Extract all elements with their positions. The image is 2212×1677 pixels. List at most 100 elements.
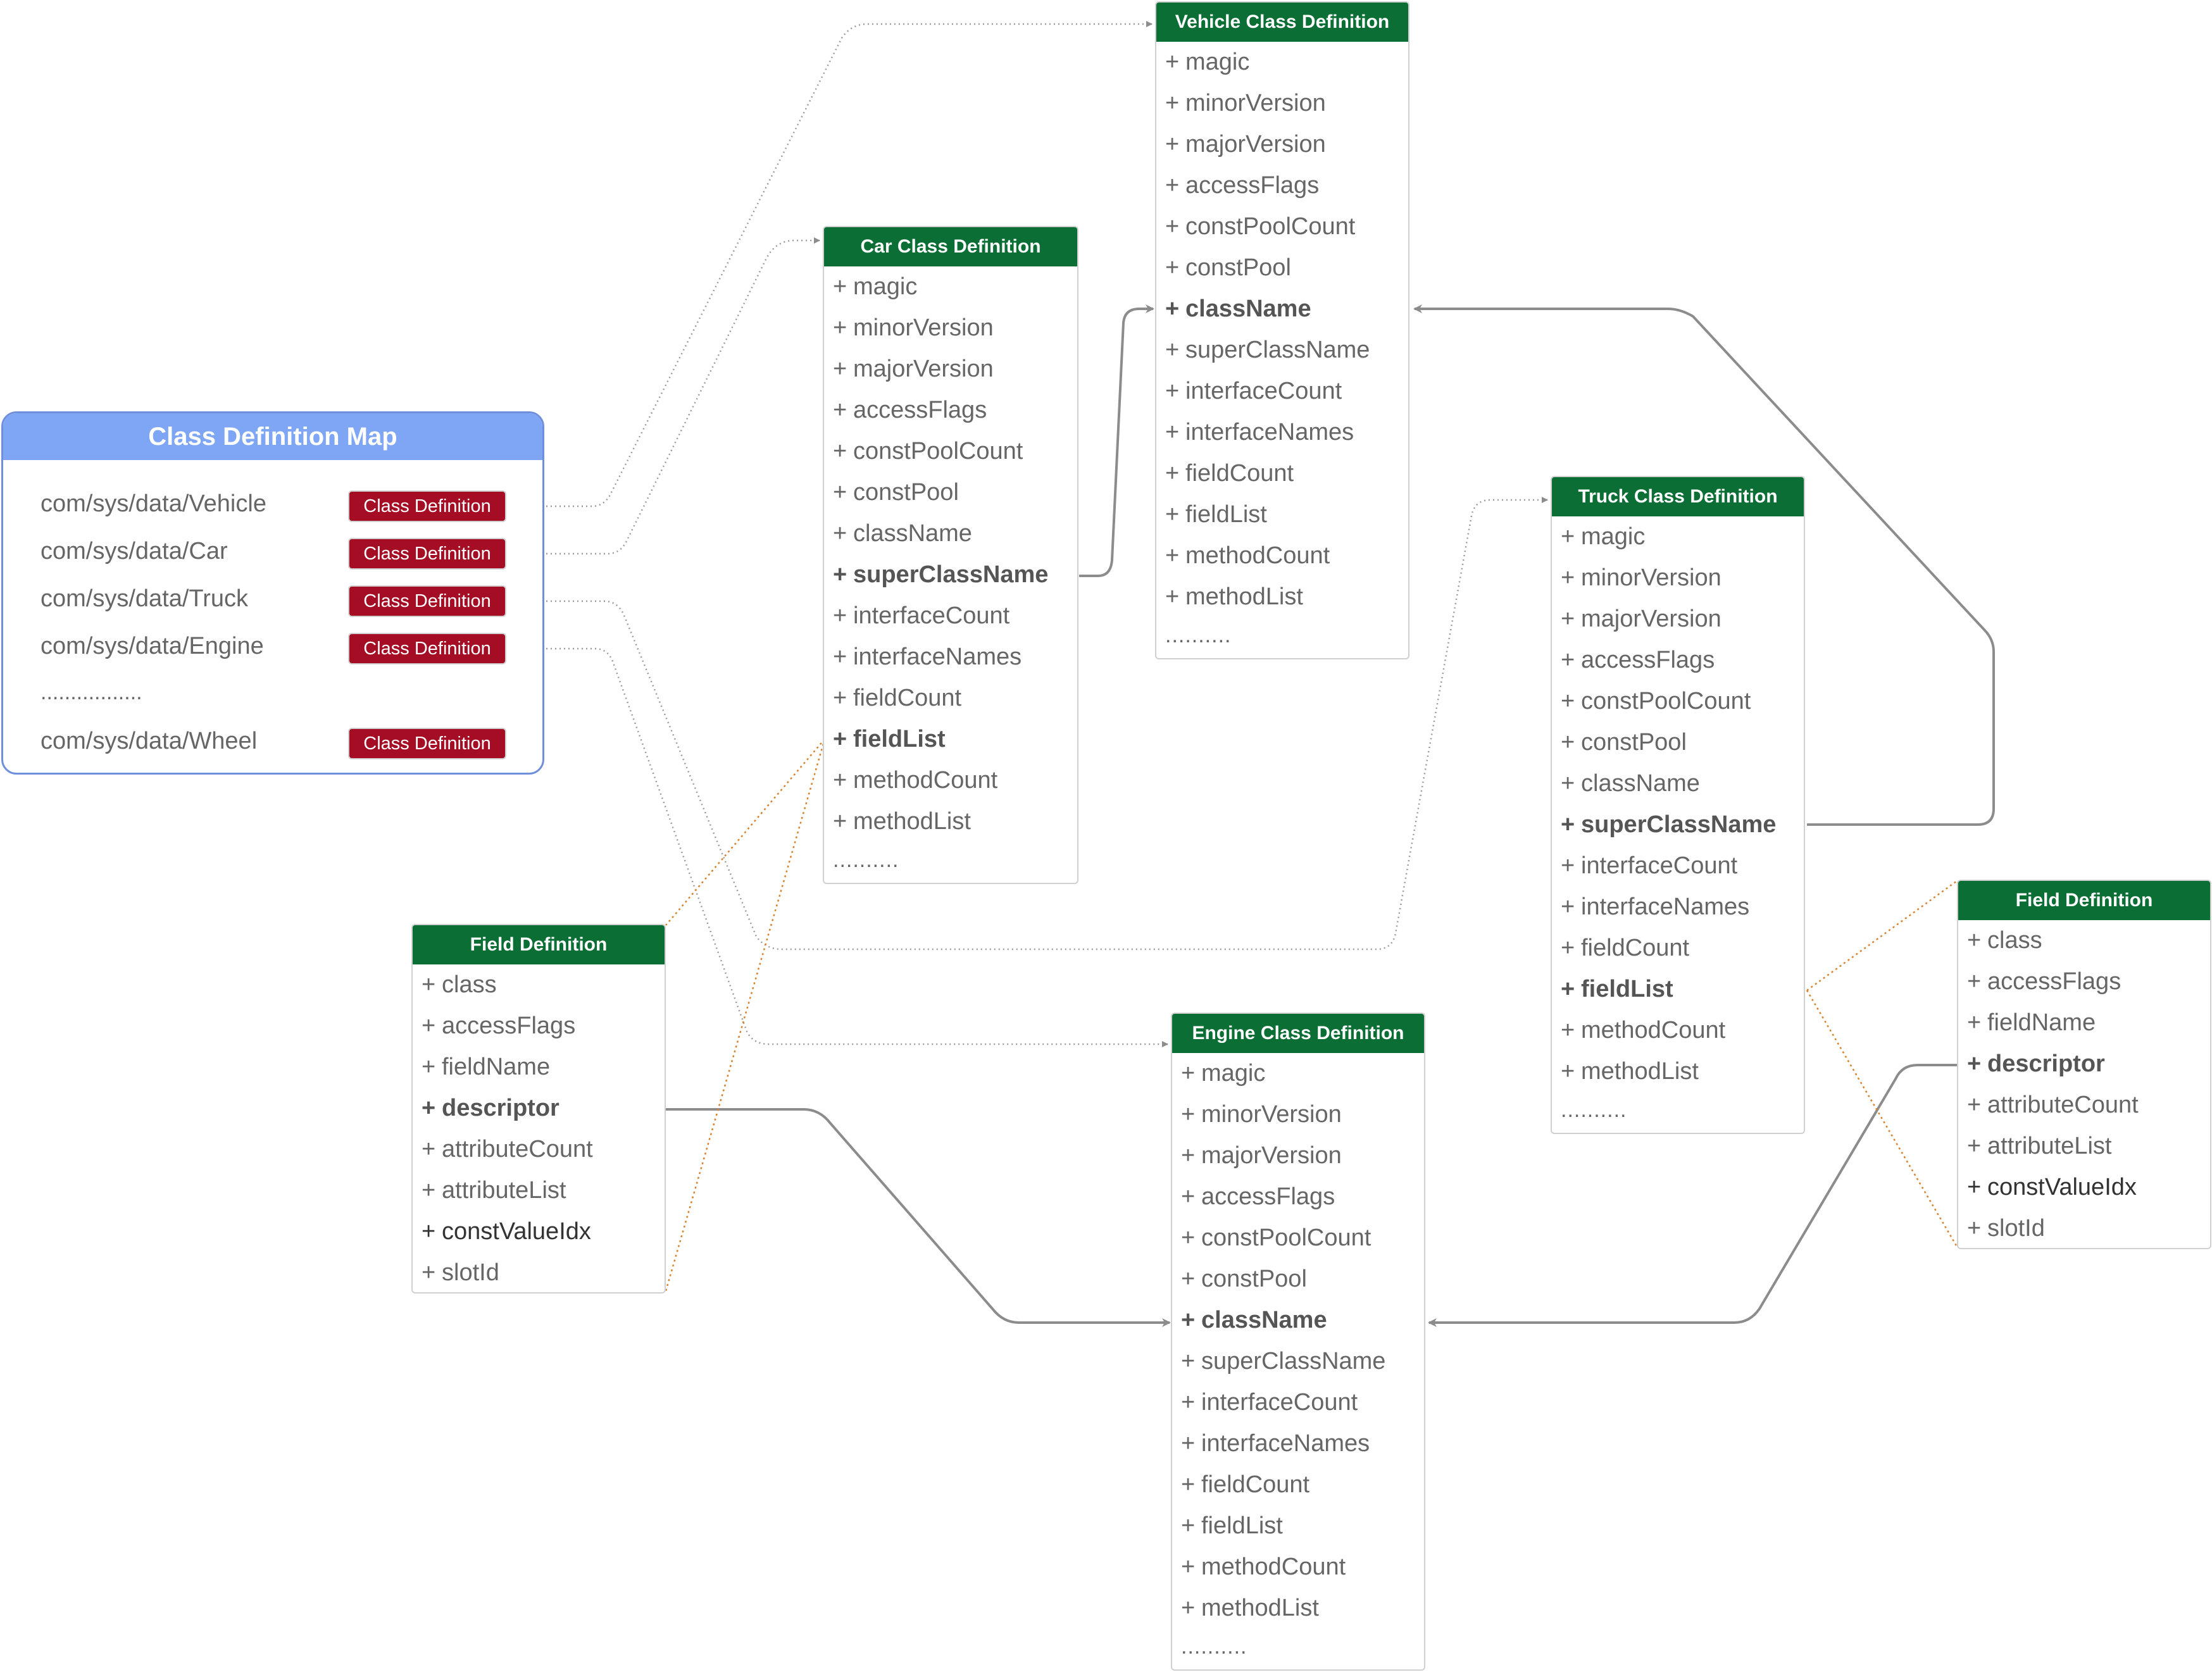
- field-label: magic: [1581, 523, 1646, 550]
- vehicle-field-constpoolcount: + constPoolCount: [1156, 206, 1408, 247]
- class-definition-tag-wheel[interactable]: Class Definition: [348, 728, 506, 759]
- field-left-field-accessflags: + accessFlags: [413, 1006, 665, 1047]
- plus-marker: +: [422, 1054, 436, 1080]
- field-label: fieldName: [1987, 1009, 2096, 1036]
- plus-marker: +: [1561, 1058, 1575, 1085]
- field-label: slotId: [1987, 1215, 2045, 1242]
- vehicle-field-constpool: + constPool: [1156, 247, 1408, 289]
- truck-field-constpool: + constPool: [1552, 722, 1804, 763]
- plus-marker: +: [1561, 852, 1575, 879]
- field-label: fieldName: [442, 1054, 551, 1080]
- class-definition-tag-car[interactable]: Class Definition: [348, 538, 506, 570]
- field-label: constPool: [1185, 254, 1291, 281]
- engine-field-interfacecount: + interfaceCount: [1172, 1382, 1424, 1423]
- plus-marker: +: [1967, 1215, 1982, 1242]
- car-field-superclassname: + superClassName: [824, 554, 1077, 595]
- plus-marker: +: [422, 1136, 436, 1163]
- field-label: accessFlags: [1185, 172, 1320, 199]
- car-class-title: Car Class Definition: [824, 227, 1077, 266]
- car-field-fieldcount: + fieldCount: [824, 678, 1077, 719]
- vehicle-field-methodcount: + methodCount: [1156, 535, 1408, 577]
- field-label: fieldList: [853, 726, 946, 752]
- plus-marker: +: [1561, 770, 1575, 797]
- field-label: constPool: [853, 479, 959, 506]
- field-label: className: [853, 520, 972, 547]
- class-definition-tag-engine[interactable]: Class Definition: [348, 633, 506, 664]
- class-definition-tag-truck[interactable]: Class Definition: [348, 585, 506, 617]
- plus-marker: +: [833, 520, 847, 547]
- field-left-field-descriptor: + descriptor: [413, 1088, 665, 1129]
- map-path-vehicle: com/sys/data/Vehicle: [41, 490, 266, 517]
- ref-truck: [506, 497, 1548, 951]
- field-label: attributeList: [442, 1177, 566, 1204]
- field-label: methodCount: [1201, 1554, 1346, 1580]
- field-right-field-class: + class: [1958, 920, 2210, 961]
- plus-marker: +: [833, 561, 847, 588]
- plus-marker: +: [1967, 1092, 1982, 1118]
- field-label: attributeList: [1987, 1133, 2112, 1159]
- field-label: interfaceCount: [1185, 378, 1342, 404]
- map-path-wheel: com/sys/data/Wheel: [41, 728, 258, 754]
- truck-field-fieldcount: + fieldCount: [1552, 928, 1804, 969]
- plus-marker: +: [1561, 606, 1575, 632]
- field-definition-right: Field Definition + class + accessFlags + fiel…: [1957, 880, 2211, 1249]
- engine-field-methodlist: + methodList: [1172, 1588, 1424, 1629]
- truck-field-magic: + magic: [1552, 516, 1804, 558]
- plus-marker: +: [1165, 583, 1180, 610]
- field-label: superClassName: [1185, 337, 1370, 363]
- link-field-desc-to-engine: [666, 1108, 1171, 1327]
- field-label: fieldCount: [1201, 1471, 1310, 1498]
- vehicle-field-classname: + className: [1156, 289, 1408, 330]
- plus-marker: +: [1165, 213, 1180, 240]
- field-label: interfaceCount: [1581, 852, 1738, 879]
- field-right-field-slotid: + slotId: [1958, 1208, 2210, 1248]
- car-field-accessflags: + accessFlags: [824, 390, 1077, 431]
- field-left-field-fieldname: + fieldName: [413, 1047, 665, 1088]
- truck-field-methodlist: + methodList: [1552, 1051, 1804, 1092]
- truck-field-interfacecount: + interfaceCount: [1552, 845, 1804, 887]
- field-label: fieldCount: [853, 685, 962, 711]
- field-label: accessFlags: [1987, 968, 2121, 995]
- plus-marker: +: [1561, 894, 1575, 920]
- car-field-constpool: + constPool: [824, 472, 1077, 513]
- engine-ellipsis: ..........: [1181, 1635, 1247, 1659]
- plus-marker: +: [1165, 131, 1180, 158]
- field-definition-left-title: Field Definition: [413, 925, 665, 964]
- field-label: accessFlags: [1201, 1183, 1335, 1210]
- field-label: fieldList: [1185, 501, 1267, 528]
- field-label: majorVersion: [1185, 131, 1326, 158]
- plus-marker: +: [1181, 1348, 1196, 1375]
- vehicle-class-title: Vehicle Class Definition: [1156, 3, 1408, 42]
- plus-marker: +: [422, 971, 436, 998]
- field-label: constPoolCount: [853, 438, 1023, 464]
- engine-field-fieldcount: + fieldCount: [1172, 1464, 1424, 1506]
- car-field-majorversion: + majorVersion: [824, 349, 1077, 390]
- plus-marker: +: [1165, 378, 1180, 404]
- field-label: magic: [1185, 49, 1250, 75]
- engine-field-methodcount: + methodCount: [1172, 1547, 1424, 1588]
- field-label: fieldCount: [1185, 460, 1294, 487]
- truck-fieldlist-link-bottom: [1806, 990, 1958, 1247]
- plus-marker: +: [422, 1218, 436, 1245]
- field-label: constPoolCount: [1185, 213, 1356, 240]
- class-definition-tag-vehicle[interactable]: Class Definition: [348, 490, 506, 522]
- plus-marker: +: [1165, 542, 1180, 569]
- ref-vehicle: [506, 21, 1153, 508]
- engine-field-superclassname: + superClassName: [1172, 1341, 1424, 1382]
- field-label: fieldList: [1581, 976, 1673, 1002]
- truck-field-constpoolcount: + constPoolCount: [1552, 681, 1804, 722]
- plus-marker: +: [1181, 1471, 1196, 1498]
- plus-marker: +: [1165, 419, 1180, 446]
- fieldlist-link-bottom: [665, 739, 826, 1292]
- field-definition-right-title: Field Definition: [1958, 881, 2210, 920]
- map-path-car: com/sys/data/Car: [41, 538, 228, 564]
- truck-field-fieldlist: + fieldList: [1552, 969, 1804, 1010]
- truck-field-classname: + className: [1552, 763, 1804, 804]
- vehicle-field-interfacenames: + interfaceNames: [1156, 412, 1408, 453]
- field-label: class: [1987, 927, 2042, 954]
- plus-marker: +: [422, 1259, 436, 1286]
- field-label: interfaceNames: [1201, 1430, 1370, 1457]
- car-class-definition: Car Class Definition + magic + minorVersion…: [823, 226, 1078, 884]
- plus-marker: +: [1181, 1554, 1196, 1580]
